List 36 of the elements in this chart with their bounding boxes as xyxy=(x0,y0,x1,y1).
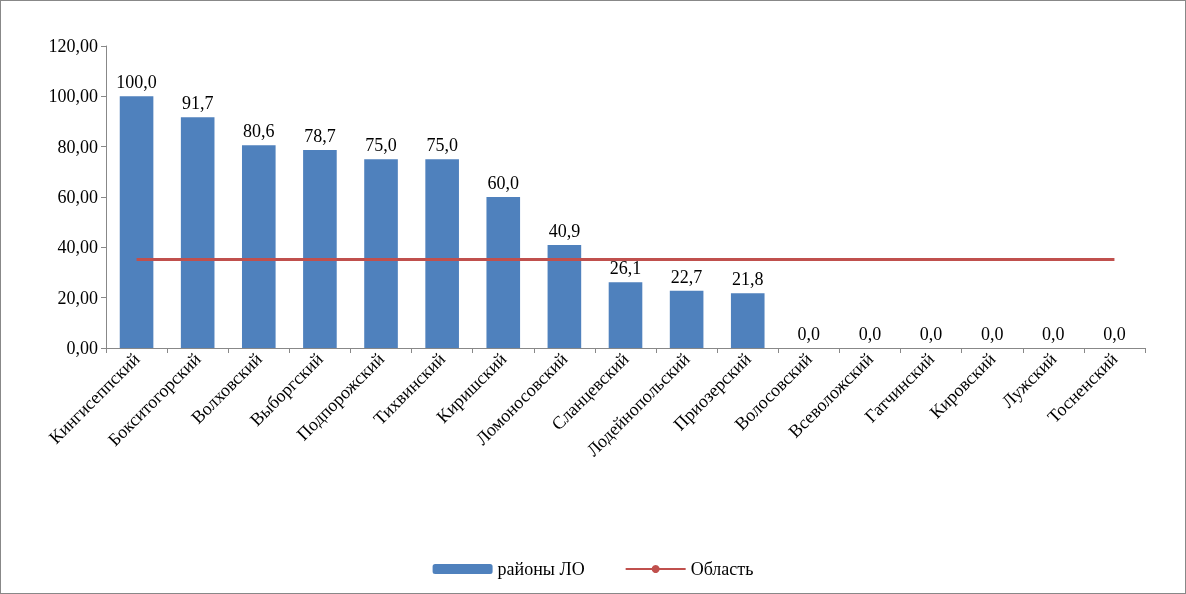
bar xyxy=(669,290,704,348)
data-label: 0,0 xyxy=(980,324,1004,344)
data-label: 21,8 xyxy=(731,269,764,290)
bar xyxy=(303,149,337,348)
y-tick-label: 40,00 xyxy=(57,237,98,258)
data-label: 0,0 xyxy=(858,324,882,344)
data-label: 60,0 xyxy=(487,173,520,193)
data-label: 75,0 xyxy=(365,135,397,156)
bar xyxy=(547,245,582,348)
y-tick-label: 100,00 xyxy=(48,86,98,107)
y-tick-label: 20,00 xyxy=(57,287,98,308)
bar xyxy=(730,293,765,348)
data-label: 0,0 xyxy=(1042,324,1065,344)
data-label: 78,7 xyxy=(304,125,336,146)
data-label: 0,0 xyxy=(797,324,821,344)
bar xyxy=(364,159,398,348)
data-label: 80,6 xyxy=(243,121,275,142)
bar xyxy=(180,117,215,348)
data-label: 0,0 xyxy=(919,324,943,344)
y-tick-label: 80,00 xyxy=(57,136,98,157)
data-label: 91,7 xyxy=(181,93,214,114)
data-label: 0,0 xyxy=(1103,324,1126,344)
bar xyxy=(119,96,154,348)
data-label: 22,7 xyxy=(670,266,703,287)
legend-label: районы ЛО xyxy=(497,559,585,579)
legend-label: Область xyxy=(690,559,754,579)
data-label: 40,9 xyxy=(548,221,581,242)
data-label: 100,0 xyxy=(116,72,157,93)
y-tick-label: 120,00 xyxy=(48,36,98,56)
y-tick-label: 60,00 xyxy=(57,187,98,207)
bar xyxy=(425,159,459,348)
data-label: 26,1 xyxy=(609,258,642,279)
bar xyxy=(486,197,521,348)
bar xyxy=(608,282,643,348)
bar xyxy=(241,145,276,348)
data-label: 75,0 xyxy=(426,135,458,156)
